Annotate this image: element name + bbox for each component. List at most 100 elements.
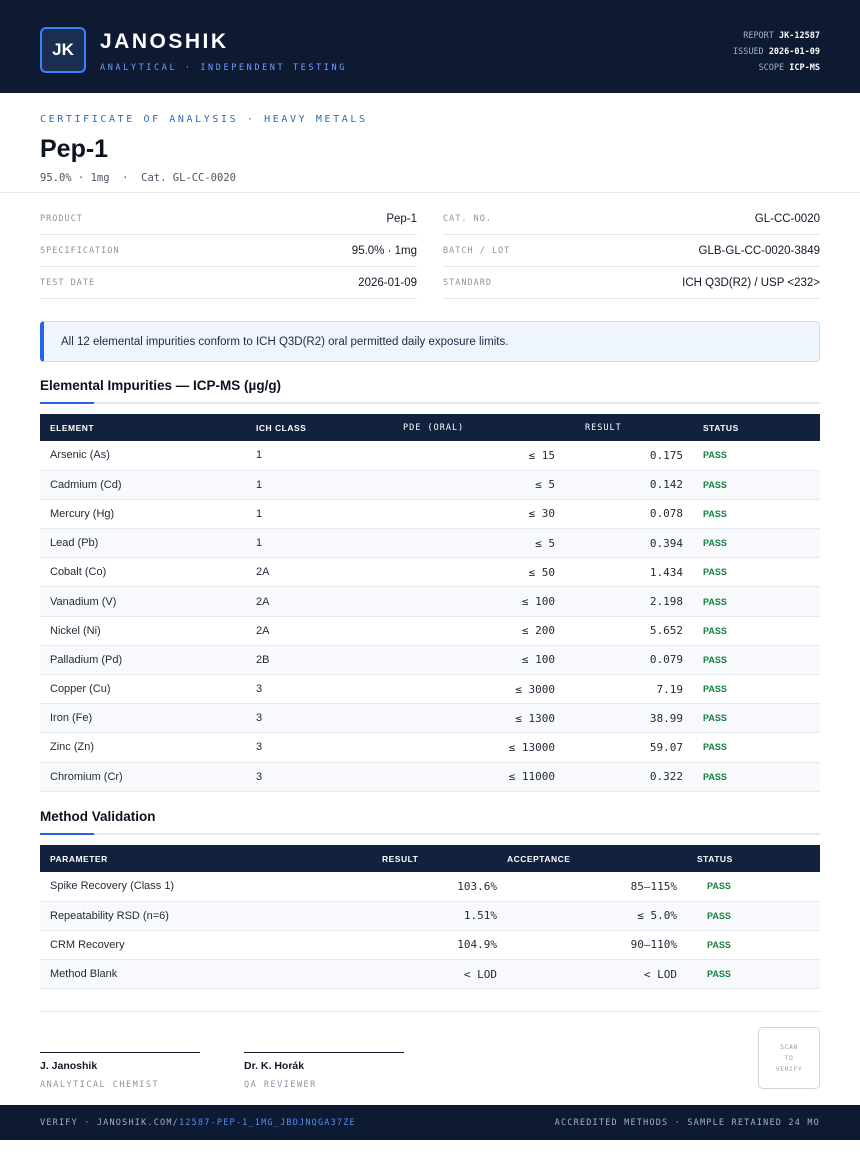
cell-pde: ≤ 11000 [366, 762, 565, 792]
status-badge: PASS [693, 586, 820, 617]
cell-pde: ≤ 13000 [366, 732, 565, 763]
info-row-batch: BATCH / LOT GLB-GL-CC-0020-3849 [443, 235, 820, 267]
column-header: ELEMENT [40, 414, 246, 441]
table-row: Method Blank < LOD < LOD PASS [40, 959, 820, 990]
cell-parameter: Spike Recovery (Class 1) [40, 872, 371, 902]
cell-result: 0.322 [565, 762, 693, 792]
column-header: STATUS [687, 845, 820, 872]
cell-parameter: CRM Recovery [40, 930, 371, 961]
verify-text: VERIFY · JANOSHIK.COM/12587-PEP-1_1MG_JB… [40, 1118, 356, 1128]
cell-ich-class: 1 [246, 470, 366, 500]
info-row-specification: SPECIFICATION 95.0% · 1mg [40, 235, 417, 267]
cell-ich-class: 3 [246, 703, 366, 734]
cell-ich-class: 2A [246, 586, 366, 617]
scan-to-verify-qr[interactable]: SCAN TO VERIFY [758, 1027, 820, 1089]
cell-result: 59.07 [565, 732, 693, 763]
cell-result: 0.394 [565, 528, 693, 559]
table-row: Iron (Fe) 3 ≤ 1300 38.99 PASS [40, 703, 820, 734]
cell-element: Arsenic (As) [40, 441, 246, 471]
cell-pde: ≤ 15 [366, 441, 565, 471]
cell-parameter: Repeatability RSD (n=6) [40, 901, 371, 931]
cell-element: Mercury (Hg) [40, 499, 246, 530]
cell-ich-class: 2A [246, 557, 366, 588]
status-badge: PASS [693, 762, 820, 792]
cell-pde: ≤ 50 [366, 557, 565, 588]
table-header-row: PARAMETER RESULT ACCEPTANCE STATUS [40, 845, 820, 872]
section-divider [40, 833, 820, 835]
page-title: Pep-1 [40, 135, 109, 163]
table-header-row: ELEMENT ICH CLASS PDE (ORAL) RESULT STAT… [40, 414, 820, 441]
certificate-label: CERTIFICATE OF ANALYSIS · HEAVY METALS [40, 114, 368, 125]
cell-result: 103.6% [371, 872, 507, 902]
verify-link[interactable]: 12587-PEP-1_1MG_JBDJNQGA37ZE [178, 1118, 356, 1128]
cell-pde: ≤ 5 [366, 528, 565, 559]
logo: JK [40, 27, 86, 73]
impurities-section-title: Elemental Impurities — ICP-MS (µg/g) [40, 378, 282, 393]
cell-pde: ≤ 5 [366, 470, 565, 500]
cell-pde: ≤ 1300 [366, 703, 565, 734]
signatory-role: ANALYTICAL CHEMIST [40, 1080, 160, 1090]
signature-line [244, 1052, 404, 1053]
table-row: Chromium (Cr) 3 ≤ 11000 0.322 PASS [40, 762, 820, 792]
cell-result: 1.51% [371, 901, 507, 931]
column-header: ACCEPTANCE [507, 845, 687, 872]
status-badge: PASS [693, 674, 820, 705]
table-row: Cobalt (Co) 2A ≤ 50 1.434 PASS [40, 557, 820, 588]
status-badge: PASS [693, 645, 820, 676]
column-header: RESULT [371, 845, 507, 872]
cell-ich-class: 1 [246, 528, 366, 559]
status-badge: PASS [693, 499, 820, 530]
cell-ich-class: 2B [246, 645, 366, 676]
cell-pde: ≤ 30 [366, 499, 565, 530]
cell-pde: ≤ 100 [366, 586, 565, 617]
cell-element: Copper (Cu) [40, 674, 246, 705]
info-row-cat-no: CAT. NO. GL-CC-0020 [443, 203, 820, 235]
cell-result: 5.652 [565, 616, 693, 646]
meta-report: REPORT JK-12587 [743, 31, 820, 41]
cell-acceptance: 85–115% [507, 872, 687, 902]
brand-name: JANOSHIK [100, 30, 229, 53]
status-badge: PASS [693, 616, 820, 646]
page-subtitle: 95.0% · 1mg · Cat. GL-CC-0020 [40, 172, 236, 184]
cell-element: Cobalt (Co) [40, 557, 246, 588]
divider [0, 192, 860, 193]
status-badge: PASS [693, 557, 820, 588]
table-row: Zinc (Zn) 3 ≤ 13000 59.07 PASS [40, 732, 820, 763]
impurities-table: ELEMENT ICH CLASS PDE (ORAL) RESULT STAT… [40, 414, 820, 792]
cell-ich-class: 1 [246, 499, 366, 530]
report-footer: VERIFY · JANOSHIK.COM/12587-PEP-1_1MG_JB… [0, 1105, 860, 1140]
info-grid-left: PRODUCT Pep-1 SPECIFICATION 95.0% · 1mg … [40, 203, 417, 299]
cell-ich-class: 2A [246, 616, 366, 646]
status-badge: PASS [693, 703, 820, 734]
cell-result: 0.142 [565, 470, 693, 500]
cell-result: 38.99 [565, 703, 693, 734]
column-header: RESULT [565, 414, 693, 441]
cell-ich-class: 3 [246, 674, 366, 705]
conformance-banner: All 12 elemental impurities conform to I… [40, 321, 820, 362]
cell-pde: ≤ 100 [366, 645, 565, 676]
cell-result: 0.175 [565, 441, 693, 471]
cell-ich-class: 3 [246, 762, 366, 792]
cell-result: 0.078 [565, 499, 693, 530]
status-badge: PASS [693, 732, 820, 763]
cell-ich-class: 3 [246, 732, 366, 763]
status-badge: PASS [693, 470, 820, 500]
validation-section-title: Method Validation [40, 809, 156, 824]
cell-acceptance: 90–110% [507, 930, 687, 961]
cell-result: 7.19 [565, 674, 693, 705]
cell-result: < LOD [371, 959, 507, 990]
column-header: ICH CLASS [246, 414, 366, 441]
signature-line [40, 1052, 200, 1053]
signatory-role: QA REVIEWER [244, 1080, 317, 1090]
cell-element: Cadmium (Cd) [40, 470, 246, 500]
signatory-name: J. Janoshik [40, 1060, 98, 1072]
brand-tagline: ANALYTICAL · INDEPENDENT TESTING [100, 63, 347, 73]
table-row: Palladium (Pd) 2B ≤ 100 0.079 PASS [40, 645, 820, 676]
table-row: CRM Recovery 104.9% 90–110% PASS [40, 930, 820, 961]
table-row: Repeatability RSD (n=6) 1.51% ≤ 5.0% PASS [40, 901, 820, 931]
table-row: Lead (Pb) 1 ≤ 5 0.394 PASS [40, 528, 820, 559]
cell-element: Nickel (Ni) [40, 616, 246, 646]
cell-element: Zinc (Zn) [40, 732, 246, 763]
cell-result: 0.079 [565, 645, 693, 676]
status-badge: PASS [687, 901, 820, 931]
